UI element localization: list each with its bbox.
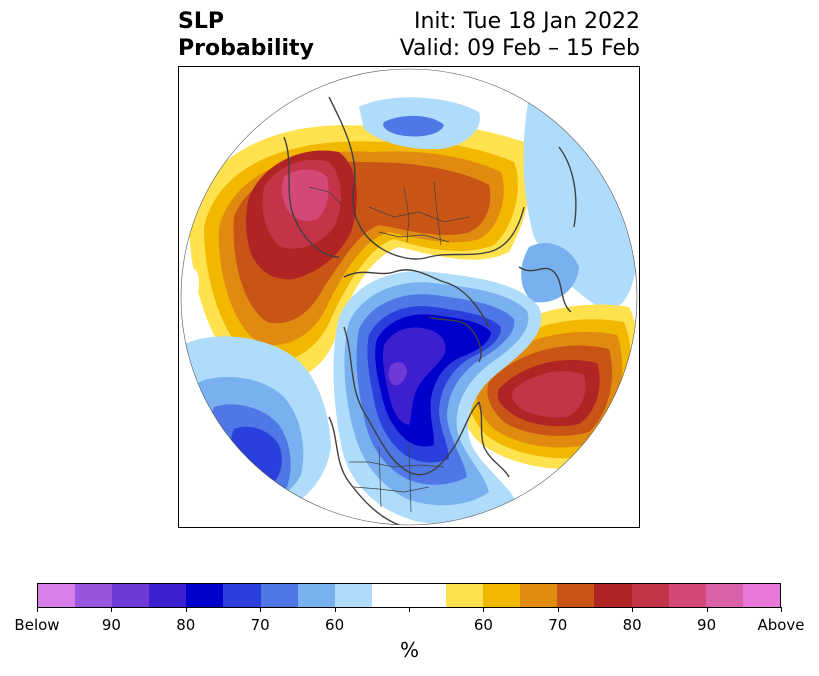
colorbar-segment: [446, 584, 484, 607]
colorbar-tick-mark: [185, 607, 187, 612]
colorbar-tick-label: Above: [757, 616, 805, 634]
colorbar-tick-mark: [409, 607, 410, 612]
country-borders: [308, 181, 470, 513]
anomaly-below-far-east: [521, 243, 579, 303]
colorbar-segment: [223, 584, 261, 607]
colorbar-tick-mark: [111, 607, 113, 612]
colorbar-segment: [631, 584, 669, 607]
colorbar-tick-mark: [781, 607, 782, 612]
colorbar-tick-mark: [632, 607, 634, 612]
colorbar-tick-label: 70: [250, 616, 270, 634]
colorbar-segment: [408, 584, 447, 607]
colorbar-tick-label: 80: [176, 616, 196, 634]
colorbar-tick-mark: [483, 607, 485, 612]
anomaly-above-pacific-peak: [511, 371, 586, 418]
colorbar-tick-label: 90: [101, 616, 121, 634]
title-init-date: Init: Tue 18 Jan 2022: [413, 9, 640, 34]
colorbar-segment: [371, 584, 409, 607]
colorbar-segment: [742, 584, 780, 607]
colorbar-tick-mark: [557, 607, 559, 612]
probability-map: [180, 68, 638, 526]
anomaly-below-canada-peak: [388, 362, 407, 386]
title-product: Probability: [178, 36, 314, 61]
anomaly-below-barents-core: [383, 115, 444, 137]
colorbar-segment: [594, 584, 632, 607]
colorbar-tick-label: 60: [473, 616, 493, 634]
colorbar-segment: [520, 584, 558, 607]
colorbar-segment: [705, 584, 743, 607]
colorbar-segment: [149, 584, 187, 607]
colorbar-tick-mark: [37, 607, 38, 612]
colorbar-segment: [75, 584, 113, 607]
title-left: SLP Probability: [178, 8, 314, 62]
title-variable: SLP: [178, 9, 224, 34]
colorbar-segment: [557, 584, 595, 607]
title-valid-range: Valid: 09 Feb – 15 Feb: [399, 36, 640, 61]
colorbar-tick-label: 70: [548, 616, 568, 634]
colorbar-segment: [260, 584, 298, 607]
colorbar-segment: [334, 584, 372, 607]
anomaly-above-alaska-edge: [181, 266, 199, 322]
colorbar-tick-mark: [706, 607, 708, 612]
colorbar-segment: [668, 584, 706, 607]
colorbar-tick-mark: [334, 607, 336, 612]
map-panel: [178, 66, 640, 528]
colorbar-units-label: %: [399, 638, 419, 662]
colorbar-tick-mark: [260, 607, 262, 612]
anomaly-below-canada-5: [382, 327, 446, 425]
colorbar-tick-label: 60: [325, 616, 345, 634]
colorbar-segment: [38, 584, 76, 607]
anomaly-above-scandinavia-max: [281, 169, 329, 222]
colorbar-tick-label: 90: [697, 616, 717, 634]
colorbar-tick-label: 80: [622, 616, 642, 634]
colorbar-segment: [112, 584, 150, 607]
map-boundary: [180, 68, 638, 526]
title-right: Init: Tue 18 Jan 2022 Valid: 09 Feb – 15…: [400, 8, 640, 62]
colorbar-tick-label: Below: [14, 616, 60, 634]
colorbar-segment: [186, 584, 224, 607]
colorbar-segment: [483, 584, 521, 607]
colorbar-segment: [297, 584, 335, 607]
colorbar: [37, 583, 781, 608]
